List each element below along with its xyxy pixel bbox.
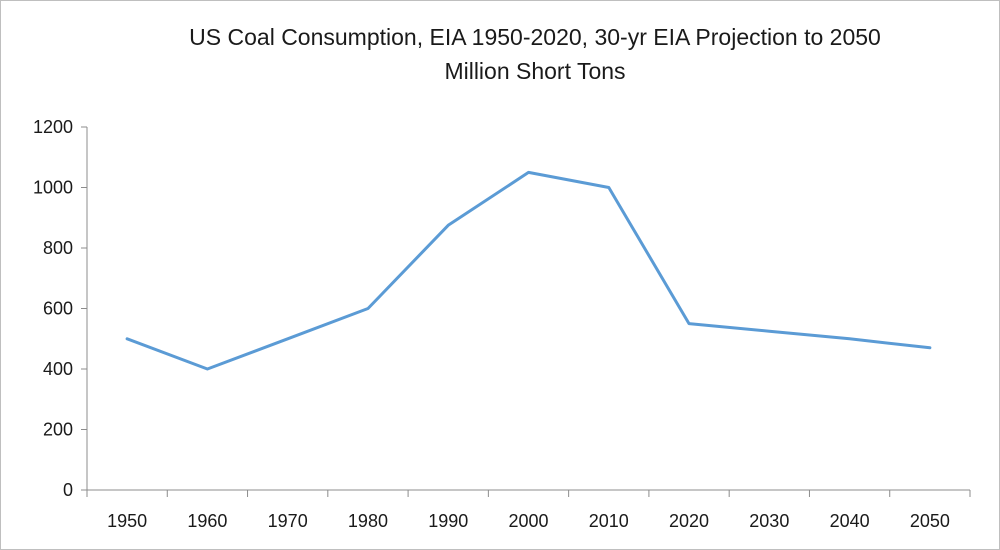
y-tick-label: 1000 [33, 178, 73, 198]
y-tick-label: 0 [63, 480, 73, 500]
x-tick-label: 2040 [830, 511, 870, 531]
chart-ticks: 0 200 400 600 800 1000 1200 1950 1960 1970 1980 199… [33, 117, 971, 531]
y-tick-label: 600 [43, 299, 73, 319]
x-tick-label: 2000 [508, 511, 548, 531]
x-tick-label: 1990 [428, 511, 468, 531]
x-tick-label: 2030 [749, 511, 789, 531]
chart-title: US Coal Consumption, EIA 1950-2020, 30-y… [189, 24, 881, 50]
y-tick-label: 1200 [33, 117, 73, 137]
chart-axes [86, 127, 970, 491]
chart-title-block: US Coal Consumption, EIA 1950-2020, 30-y… [0, 20, 1000, 88]
x-tick-label: 1960 [187, 511, 227, 531]
x-tick-label: 1980 [348, 511, 388, 531]
x-tick-label: 2010 [589, 511, 629, 531]
chart-subtitle: Million Short Tons [444, 58, 626, 84]
x-tick-label: 1970 [268, 511, 308, 531]
y-tick-label: 400 [43, 359, 73, 379]
x-tick-label: 2050 [910, 511, 950, 531]
y-tick-label: 200 [43, 420, 73, 440]
x-tick-label: 1950 [107, 511, 147, 531]
x-tick-label: 2020 [669, 511, 709, 531]
series-line [125, 170, 932, 371]
y-tick-label: 800 [43, 238, 73, 258]
chart-series [125, 170, 932, 371]
